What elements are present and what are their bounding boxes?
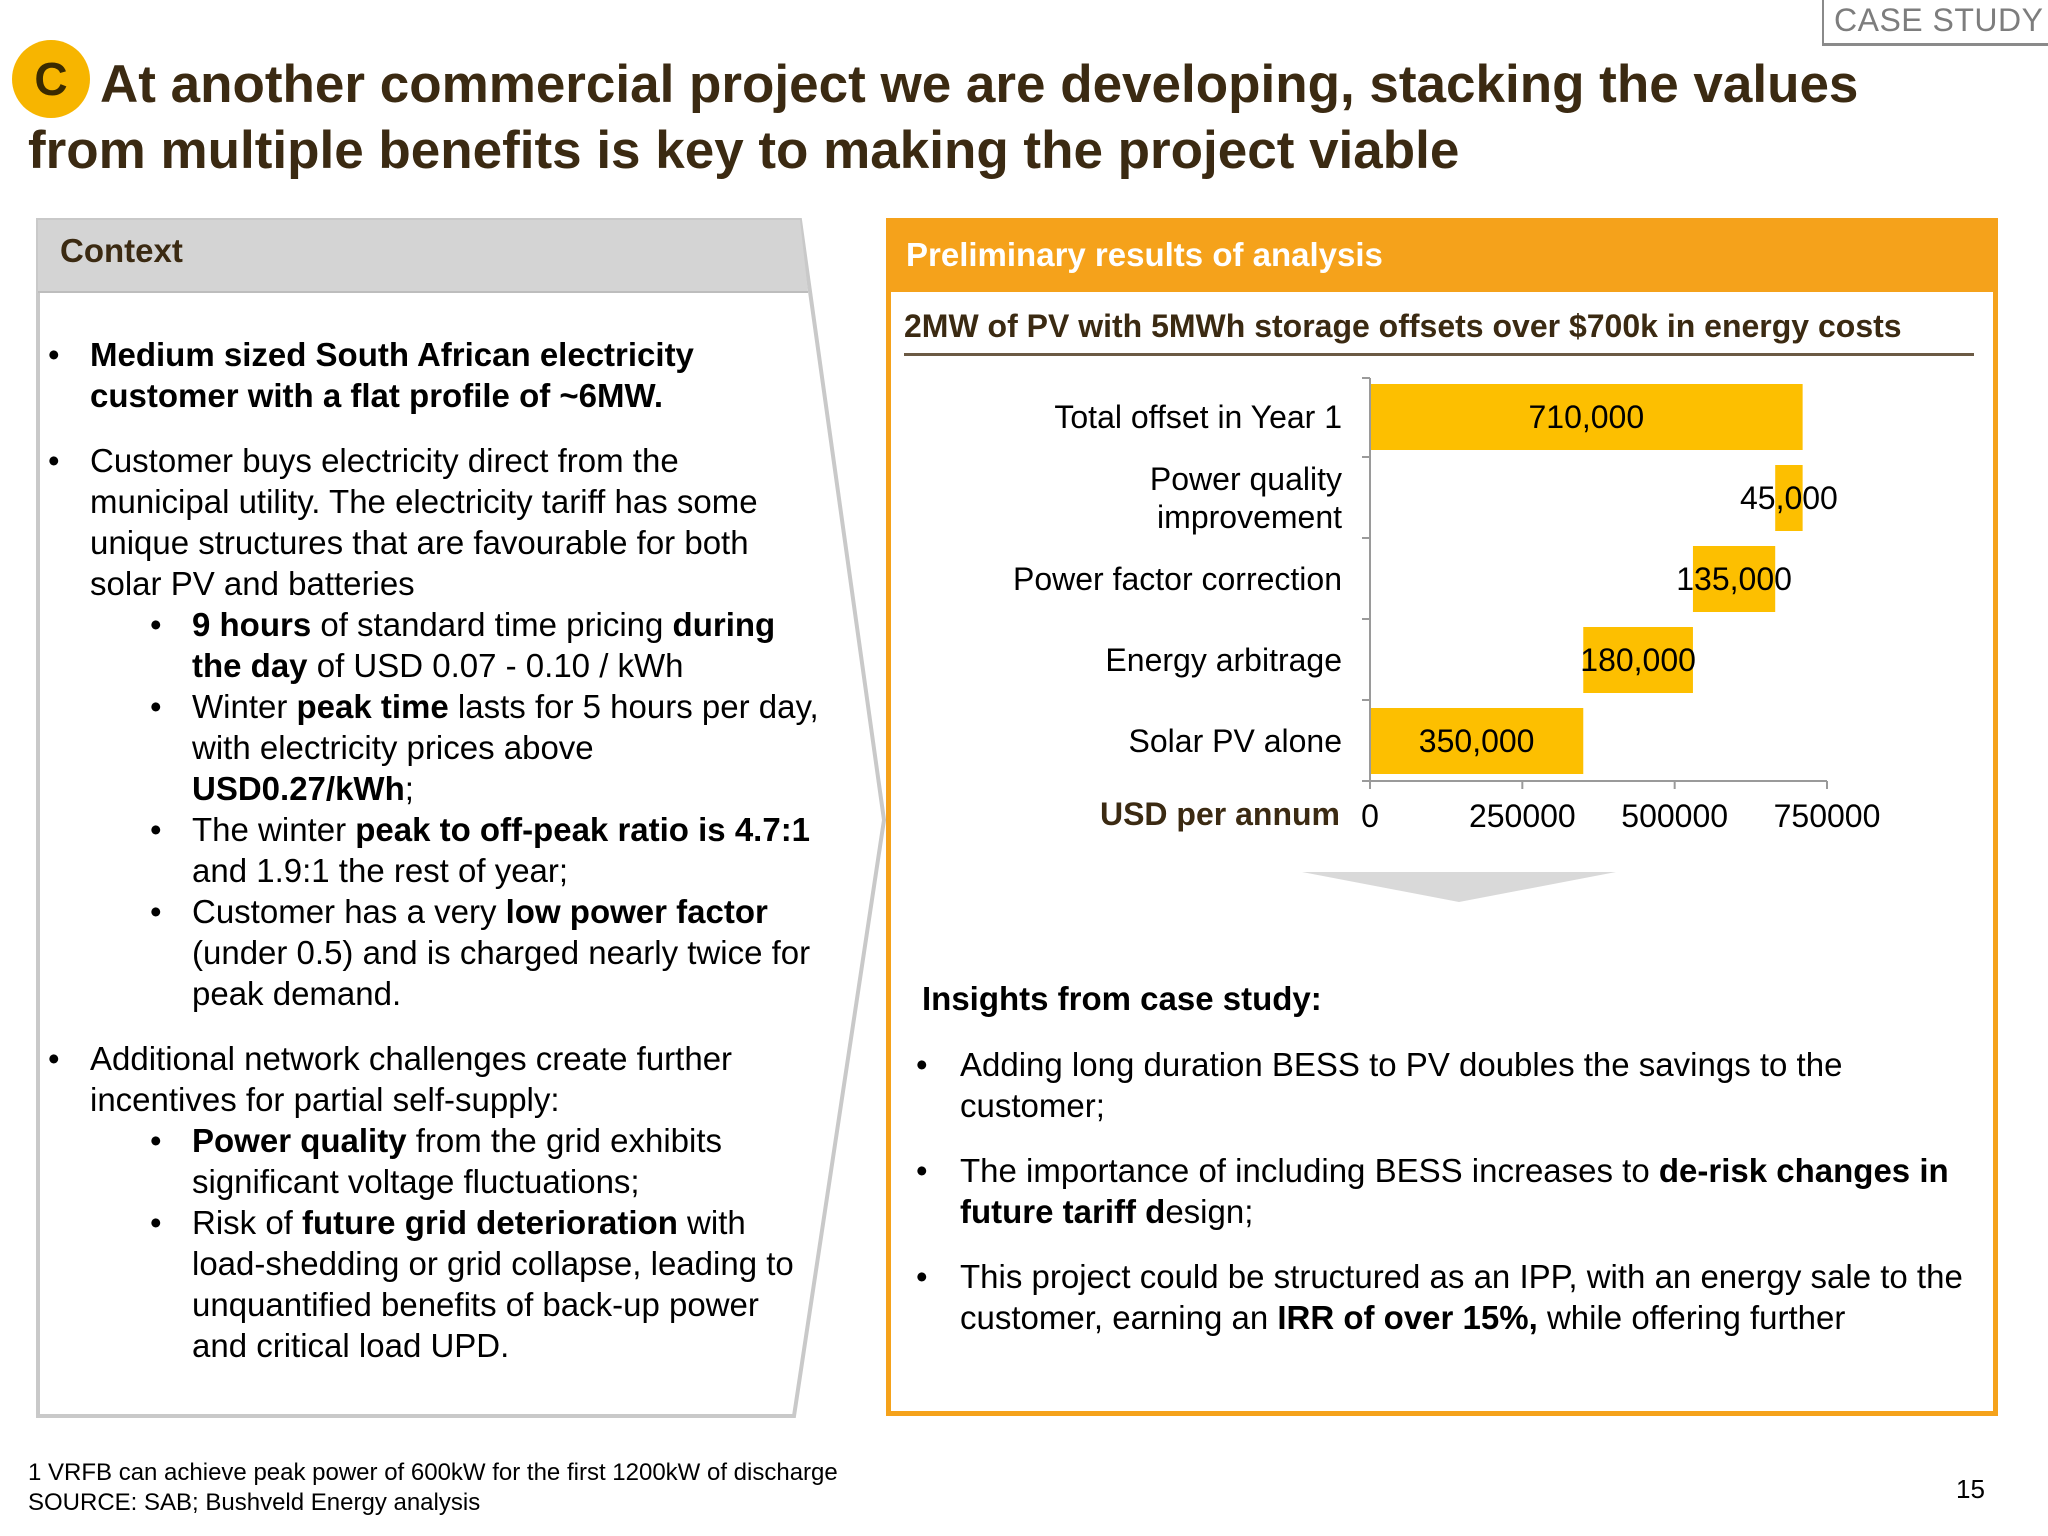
chart-bar xyxy=(1370,384,1803,450)
text: of standard time pricing xyxy=(311,606,673,643)
x-tick-label: 750000 xyxy=(1774,798,1881,834)
context-body: • Medium sized South African electricity… xyxy=(40,334,820,1366)
x-tick-label: 500000 xyxy=(1621,798,1728,834)
bar-value-label: 45,000 xyxy=(1740,480,1838,516)
bold-text: peak time xyxy=(296,688,449,725)
page-title: At another commercial project we are dev… xyxy=(28,55,1859,180)
context-bullet: • Additional network challenges create f… xyxy=(40,1038,820,1120)
text: This project could be structured as an I… xyxy=(960,1258,1963,1336)
x-axis-label: USD per annum xyxy=(1100,796,1340,832)
chart-title: 2MW of PV with 5MWh storage offsets over… xyxy=(904,308,1974,356)
insights-body: • Adding long duration BESS to PV double… xyxy=(910,1044,1970,1362)
context-sub-bullet: • Risk of future grid deterioration with… xyxy=(40,1202,820,1366)
bold-text: peak to off-peak ratio is 4.7:1 xyxy=(355,811,811,848)
x-tick-label: 250000 xyxy=(1469,798,1576,834)
bullet-dot: • xyxy=(150,893,162,930)
text: while offering further xyxy=(1537,1299,1846,1336)
bold-text: future grid deterioration xyxy=(302,1204,678,1241)
text: Winter xyxy=(192,688,297,725)
context-sub-list: • Power quality from the grid exhibits s… xyxy=(40,1120,820,1366)
bar-value-label: 710,000 xyxy=(1528,399,1644,435)
context-header: Context xyxy=(60,232,183,269)
footnote-line: 1 VRFB can achieve peak power of 600kW f… xyxy=(28,1459,838,1486)
bullet-dot: • xyxy=(48,442,60,479)
context-panel-frame xyxy=(36,218,887,1418)
bullet-dot: • xyxy=(916,1046,928,1083)
bold-text: USD0.27/kWh xyxy=(192,770,405,807)
category-label: Solar PV alone xyxy=(1129,723,1342,759)
bullet-dot: • xyxy=(150,1122,162,1159)
bullet-dot: • xyxy=(150,1204,162,1241)
x-tick-label: 0 xyxy=(1361,798,1379,834)
bold-text: Power quality xyxy=(192,1122,407,1159)
bar-value-label: 350,000 xyxy=(1419,723,1535,759)
text: with load-shedding or grid collapse, lea… xyxy=(192,1204,794,1364)
bullet-dot: • xyxy=(150,606,162,643)
source-line: SOURCE: SAB; Bushveld Energy analysis xyxy=(28,1489,481,1516)
context-sub-bullet: • Customer has a very low power factor (… xyxy=(40,891,820,1014)
bold-text: during the day xyxy=(192,606,776,684)
chart-bar xyxy=(1583,627,1693,693)
context-bullet: • Customer buys electricity direct from … xyxy=(40,440,820,604)
text: (under 0.5) and is charged nearly twice … xyxy=(192,934,811,1012)
category-label: Power quality xyxy=(1150,461,1342,497)
context-sub-bullet: • The winter peak to off-peak ratio is 4… xyxy=(40,809,820,891)
bullet-dot: • xyxy=(48,336,60,373)
bullet-dot: • xyxy=(916,1258,928,1295)
chart-bar xyxy=(1692,546,1776,612)
insight-bullet: • The importance of including BESS incre… xyxy=(910,1150,1970,1232)
results-header: Preliminary results of analysis xyxy=(886,218,1998,292)
context-bullet: • Medium sized South African electricity… xyxy=(40,334,820,416)
bold-text: de-risk changes in future tariff d xyxy=(960,1152,1949,1230)
bold-text: IRR of over 15%, xyxy=(1277,1299,1538,1336)
context-sub-bullet: • 9 hours of standard time pricing durin… xyxy=(40,604,820,686)
text: The importance of including BESS increas… xyxy=(960,1152,1659,1189)
bullet-dot: • xyxy=(150,688,162,725)
case-study-tag: CASE STUDY xyxy=(1822,0,2048,46)
text: Risk of xyxy=(192,1204,303,1241)
chart-bar xyxy=(1775,465,1803,531)
insights-title: Insights from case study: xyxy=(922,980,1322,1017)
chart-bars: 710,000 45,000 135,000 180,000 350,000 xyxy=(1370,384,1838,774)
insight-bullet: • This project could be structured as an… xyxy=(910,1256,1970,1338)
context-bullet-text: Medium sized South African electricity c… xyxy=(90,336,694,414)
section-badge: C xyxy=(12,40,90,118)
insight-bullet: • Adding long duration BESS to PV double… xyxy=(910,1044,1970,1126)
text: lasts for 5 hours per day, with electric… xyxy=(192,688,819,766)
text: Customer has a very xyxy=(192,893,506,930)
context-bullet-text: Customer buys electricity direct from th… xyxy=(90,442,758,602)
text: Adding long duration BESS to PV doubles … xyxy=(960,1046,1843,1124)
bar-value-label: 135,000 xyxy=(1676,561,1792,597)
bold-text: low power factor xyxy=(505,893,768,930)
text: The winter xyxy=(192,811,356,848)
text: ; xyxy=(404,770,414,807)
page-number: 15 xyxy=(1956,1474,1985,1504)
footnote: 1 VRFB can achieve peak power of 600kW f… xyxy=(28,1458,838,1518)
waterfall-chart: 710,000 45,000 135,000 180,000 350,000 Total… xyxy=(1013,377,1881,902)
chart-category-labels: Total offset in Year 1 Power qualityimpro… xyxy=(1013,399,1342,759)
bullet-dot: • xyxy=(916,1152,928,1189)
bold-text: 9 hours xyxy=(192,606,312,643)
down-arrow-icon xyxy=(1302,872,1616,902)
context-bullet-text: Additional network challenges create fur… xyxy=(90,1040,733,1118)
text: from the grid exhibits significant volta… xyxy=(192,1122,723,1200)
text: and 1.9:1 the rest of year; xyxy=(192,852,569,889)
category-label: Energy arbitrage xyxy=(1105,642,1342,678)
category-label: Power factor correction xyxy=(1013,561,1342,597)
category-label: improvement xyxy=(1157,499,1342,535)
chart-axis: 0 250000 500000 750000 USD per annum xyxy=(1100,377,1881,834)
bullet-dot: • xyxy=(150,811,162,848)
context-sub-list: • 9 hours of standard time pricing durin… xyxy=(40,604,820,1014)
bullet-dot: • xyxy=(48,1040,60,1077)
bar-value-label: 180,000 xyxy=(1580,642,1696,678)
context-sub-bullet: • Power quality from the grid exhibits s… xyxy=(40,1120,820,1202)
context-sub-bullet: • Winter peak time lasts for 5 hours per… xyxy=(40,686,820,809)
text: of USD 0.07 - 0.10 / kWh xyxy=(307,647,684,684)
category-label: Total offset in Year 1 xyxy=(1054,399,1342,435)
text: esign; xyxy=(1165,1193,1254,1230)
chart-bar xyxy=(1370,708,1584,774)
